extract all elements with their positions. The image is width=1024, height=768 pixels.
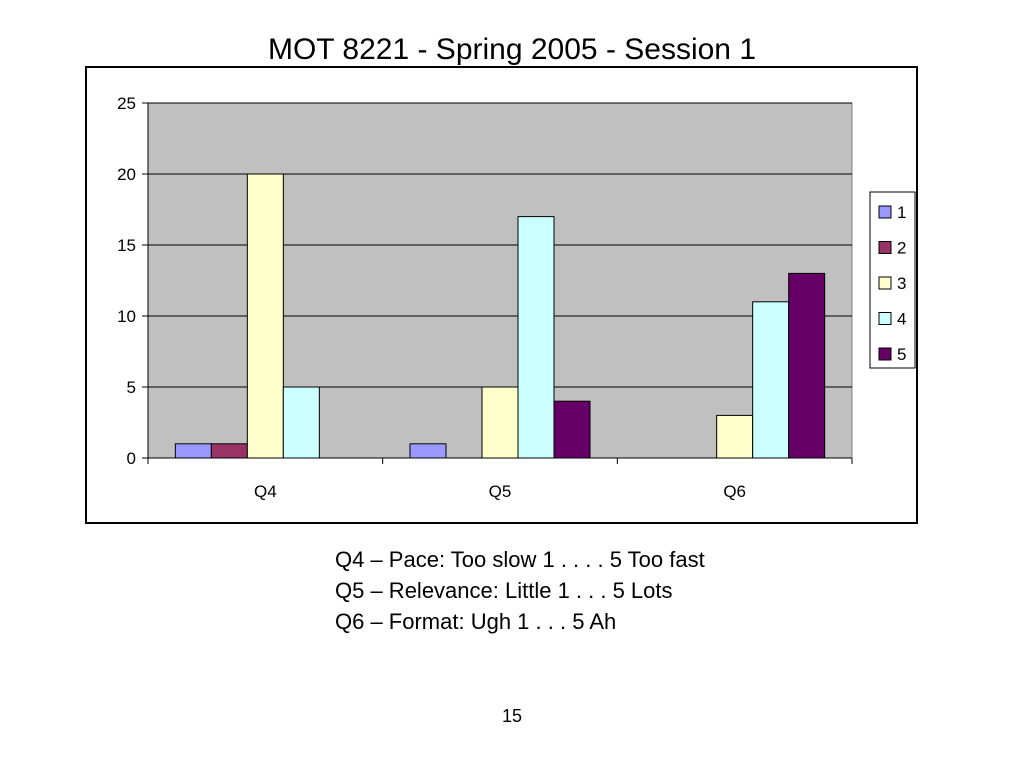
legend-swatch-3 — [878, 276, 892, 290]
x-tick-label-q5: Q5 — [489, 482, 512, 501]
bar-q6-series-4 — [752, 301, 790, 459]
note-q4: Q4 – Pace: Too slow 1 . . . . 5 Too fast — [335, 547, 705, 572]
bar-q4-series-4 — [282, 386, 320, 459]
y-tick-label-20: 20 — [117, 165, 136, 184]
legend-swatch-5 — [878, 347, 892, 361]
bar-q5-series-1 — [409, 443, 447, 459]
bar-q5-series-4 — [517, 216, 555, 459]
bar-q4-series-3 — [246, 173, 284, 459]
y-tick-label-10: 10 — [117, 307, 136, 326]
x-tick-label-q4: Q4 — [254, 482, 277, 501]
legend-swatch-4 — [878, 312, 892, 325]
bar-q6-series-3 — [716, 414, 754, 459]
legend-label-1: 1 — [897, 203, 906, 222]
y-tick-label-5: 5 — [127, 378, 136, 397]
legend-label-5: 5 — [897, 345, 906, 364]
bar-q6-series-5 — [788, 272, 826, 459]
y-tick-label-25: 25 — [117, 94, 136, 113]
legend-swatch-2 — [878, 241, 892, 254]
note-q6: Q6 – Format: Ugh 1 . . . 5 Ah — [335, 609, 617, 634]
bar-q5-series-5 — [553, 400, 591, 459]
bar-q4-series-1 — [174, 443, 212, 459]
bar-q4-series-2 — [210, 443, 248, 459]
legend — [869, 191, 916, 369]
y-tick-label-15: 15 — [117, 236, 136, 255]
slide-title: MOT 8221 - Spring 2005 - Session 1 — [267, 33, 757, 66]
bar-q5-series-3 — [481, 386, 519, 459]
bar-chart: 0 5 10 15 20 25 Q4 Q5 Q6 1 2 3 4 5 — [117, 94, 916, 501]
page-number: 15 — [501, 706, 523, 726]
legend-label-2: 2 — [897, 239, 906, 258]
chart-frame: 0 5 10 15 20 25 Q4 Q5 Q6 1 2 3 4 5 — [85, 66, 918, 524]
legend-label-3: 3 — [897, 274, 906, 293]
note-q5: Q5 – Relevance: Little 1 . . . 5 Lots — [335, 578, 673, 603]
x-tick-label-q6: Q6 — [723, 482, 746, 501]
legend-swatch-1 — [878, 205, 892, 219]
legend-label-4: 4 — [897, 310, 906, 329]
y-tick-label-0: 0 — [127, 449, 136, 468]
question-notes: Q4 – Pace: Too slow 1 . . . . 5 Too fast… — [335, 544, 705, 637]
